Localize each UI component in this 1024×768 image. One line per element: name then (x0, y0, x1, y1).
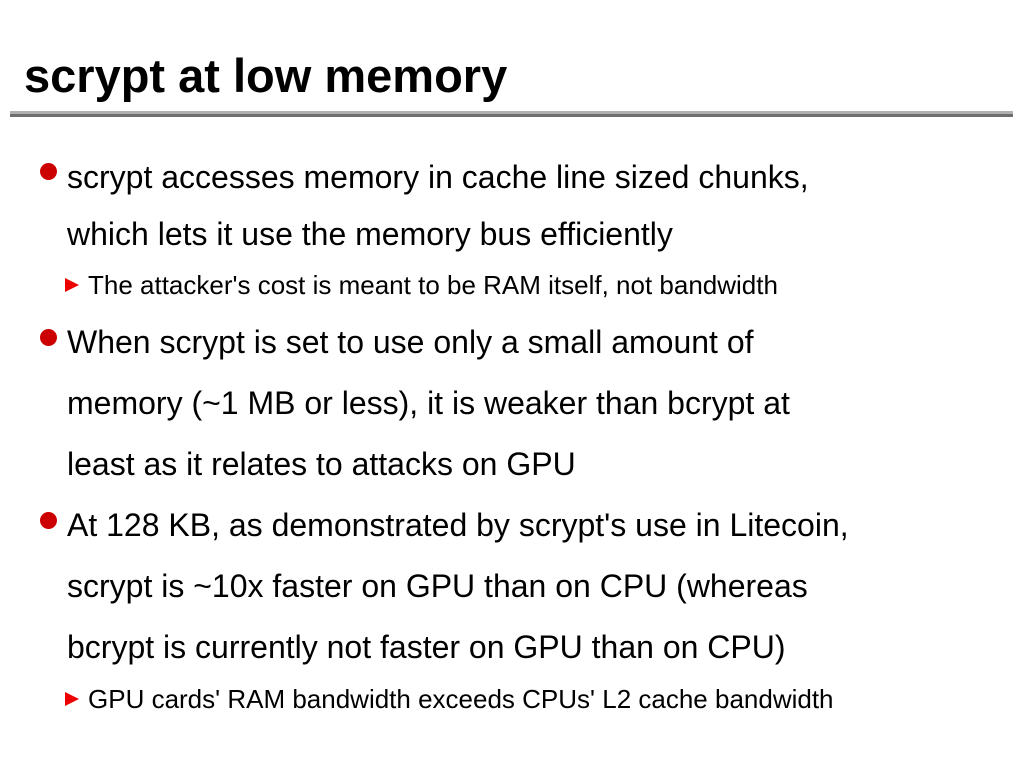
sub-bullet-text: The attacker's cost is meant to be RAM i… (88, 270, 778, 300)
bullet-text: memory (~1 MB or less), it is weaker tha… (67, 385, 790, 421)
bullet-dot-icon (40, 512, 57, 529)
bullet-text: least as it relates to attacks on GPU (67, 446, 576, 482)
triangle-bullet-icon (65, 692, 79, 706)
triangle-bullet-icon (65, 278, 79, 292)
slide-title: scrypt at low memory (24, 49, 508, 102)
title-divider-shadow (10, 114, 1013, 117)
bullet-text: scrypt accesses memory in cache line siz… (67, 159, 809, 195)
bullet-dot-icon (40, 329, 57, 346)
title-divider (10, 111, 1013, 114)
bullet-text: bcrypt is currently not faster on GPU th… (67, 629, 786, 665)
bullet-dot-icon (40, 163, 57, 180)
sub-bullet-text: GPU cards' RAM bandwidth exceeds CPUs' L… (88, 684, 834, 714)
bullet-text: When scrypt is set to use only a small a… (67, 324, 754, 360)
bullet-text: scrypt is ~10x faster on GPU than on CPU… (67, 568, 808, 604)
bullet-text: At 128 KB, as demonstrated by scrypt's u… (67, 507, 849, 543)
bullet-text: which lets it use the memory bus efficie… (67, 216, 673, 252)
